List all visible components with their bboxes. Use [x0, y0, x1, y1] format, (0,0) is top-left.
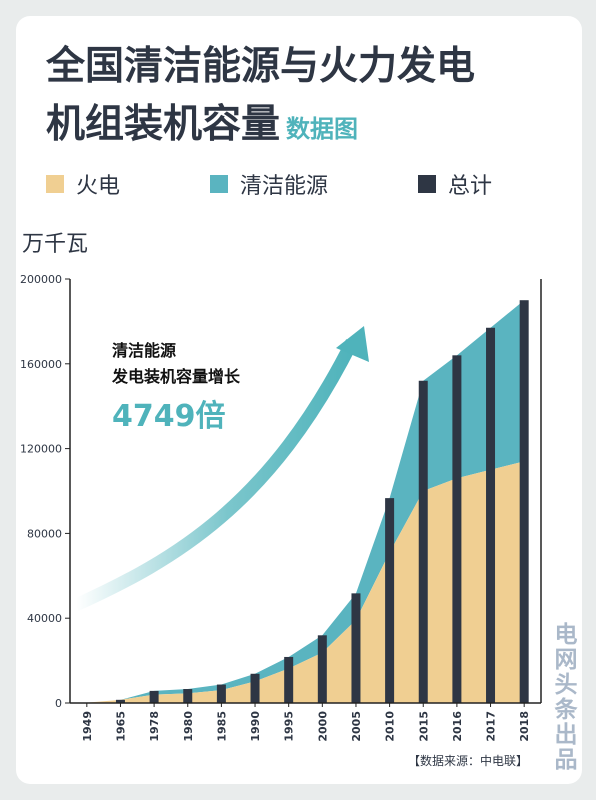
x-tick-label-1980: 1980: [182, 711, 195, 742]
x-tick-label-2017: 2017: [485, 711, 498, 742]
legend-item-clean: 清洁能源: [210, 168, 328, 200]
bar-total-2018: [519, 300, 529, 703]
title-line-1: 全国清洁能源与火力发电: [46, 44, 476, 89]
bar-total-2017: [486, 327, 496, 703]
legend: 火电 清洁能源 总计: [46, 168, 546, 200]
legend-label-total: 总计: [448, 174, 493, 199]
legend-item-thermal: 火电: [46, 168, 120, 200]
y-tick-label-120000: 120000: [20, 443, 62, 456]
bar-total-2000: [317, 635, 327, 703]
y-axis-unit: 万千瓦: [22, 232, 89, 257]
annotation-value: 4749倍: [112, 399, 226, 434]
x-tick-label-2018: 2018: [518, 711, 531, 742]
bar-total-1980: [183, 689, 193, 703]
y-tick-label-200000: 200000: [20, 273, 62, 286]
y-tick-label-80000: 80000: [27, 527, 62, 540]
x-tick-label-2000: 2000: [316, 711, 329, 742]
bar-total-2010: [385, 498, 395, 703]
x-tick-label-1978: 1978: [148, 711, 161, 742]
x-tick-label-1990: 1990: [249, 711, 262, 742]
bar-total-1995: [284, 656, 294, 703]
x-tick-label-2010: 2010: [384, 711, 397, 742]
legend-swatch-total: [418, 175, 436, 193]
legend-label-clean: 清洁能源: [240, 174, 329, 199]
bar-total-2015: [418, 380, 428, 703]
x-tick-label-1985: 1985: [215, 711, 228, 742]
x-tick-label-1965: 1965: [114, 711, 127, 742]
x-tick-label-1995: 1995: [283, 711, 296, 742]
chart-title: 全国清洁能源与火力发电 机组装机容量 数据图: [46, 38, 546, 158]
legend-swatch-thermal: [46, 175, 64, 193]
bar-total-2005: [351, 593, 361, 703]
bar-total-1985: [216, 684, 226, 703]
bar-total-1965: [115, 699, 125, 703]
area-clean-energy: [86, 300, 525, 703]
y-tick-label-40000: 40000: [27, 612, 62, 625]
watermark: 电网头条出品: [550, 622, 577, 772]
legend-swatch-clean: [210, 175, 228, 193]
data-source: 【数据来源：中电联】: [408, 754, 529, 768]
x-tick-label-2015: 2015: [417, 711, 430, 742]
x-tick-label-1949: 1949: [81, 711, 94, 742]
y-tick-label-0: 0: [55, 697, 62, 710]
x-tick-label-2016: 2016: [451, 711, 464, 742]
growth-arrow-shaft: [73, 339, 358, 611]
bar-total-1978: [149, 690, 159, 703]
bar-total-1990: [250, 673, 260, 703]
bar-total-2016: [452, 355, 462, 703]
annotation-line-1: 清洁能源: [112, 341, 176, 360]
title-line-2: 机组装机容量: [46, 102, 281, 147]
x-tick-label-2005: 2005: [350, 711, 363, 742]
y-tick-label-160000: 160000: [20, 358, 62, 371]
legend-item-total: 总计: [418, 168, 492, 200]
area-thermal: [86, 461, 525, 703]
legend-label-thermal: 火电: [76, 174, 121, 199]
annotation-line-2: 发电装机容量增长: [111, 367, 241, 386]
growth-arrow-head: [336, 326, 369, 362]
title-subtitle: 数据图: [286, 115, 359, 143]
